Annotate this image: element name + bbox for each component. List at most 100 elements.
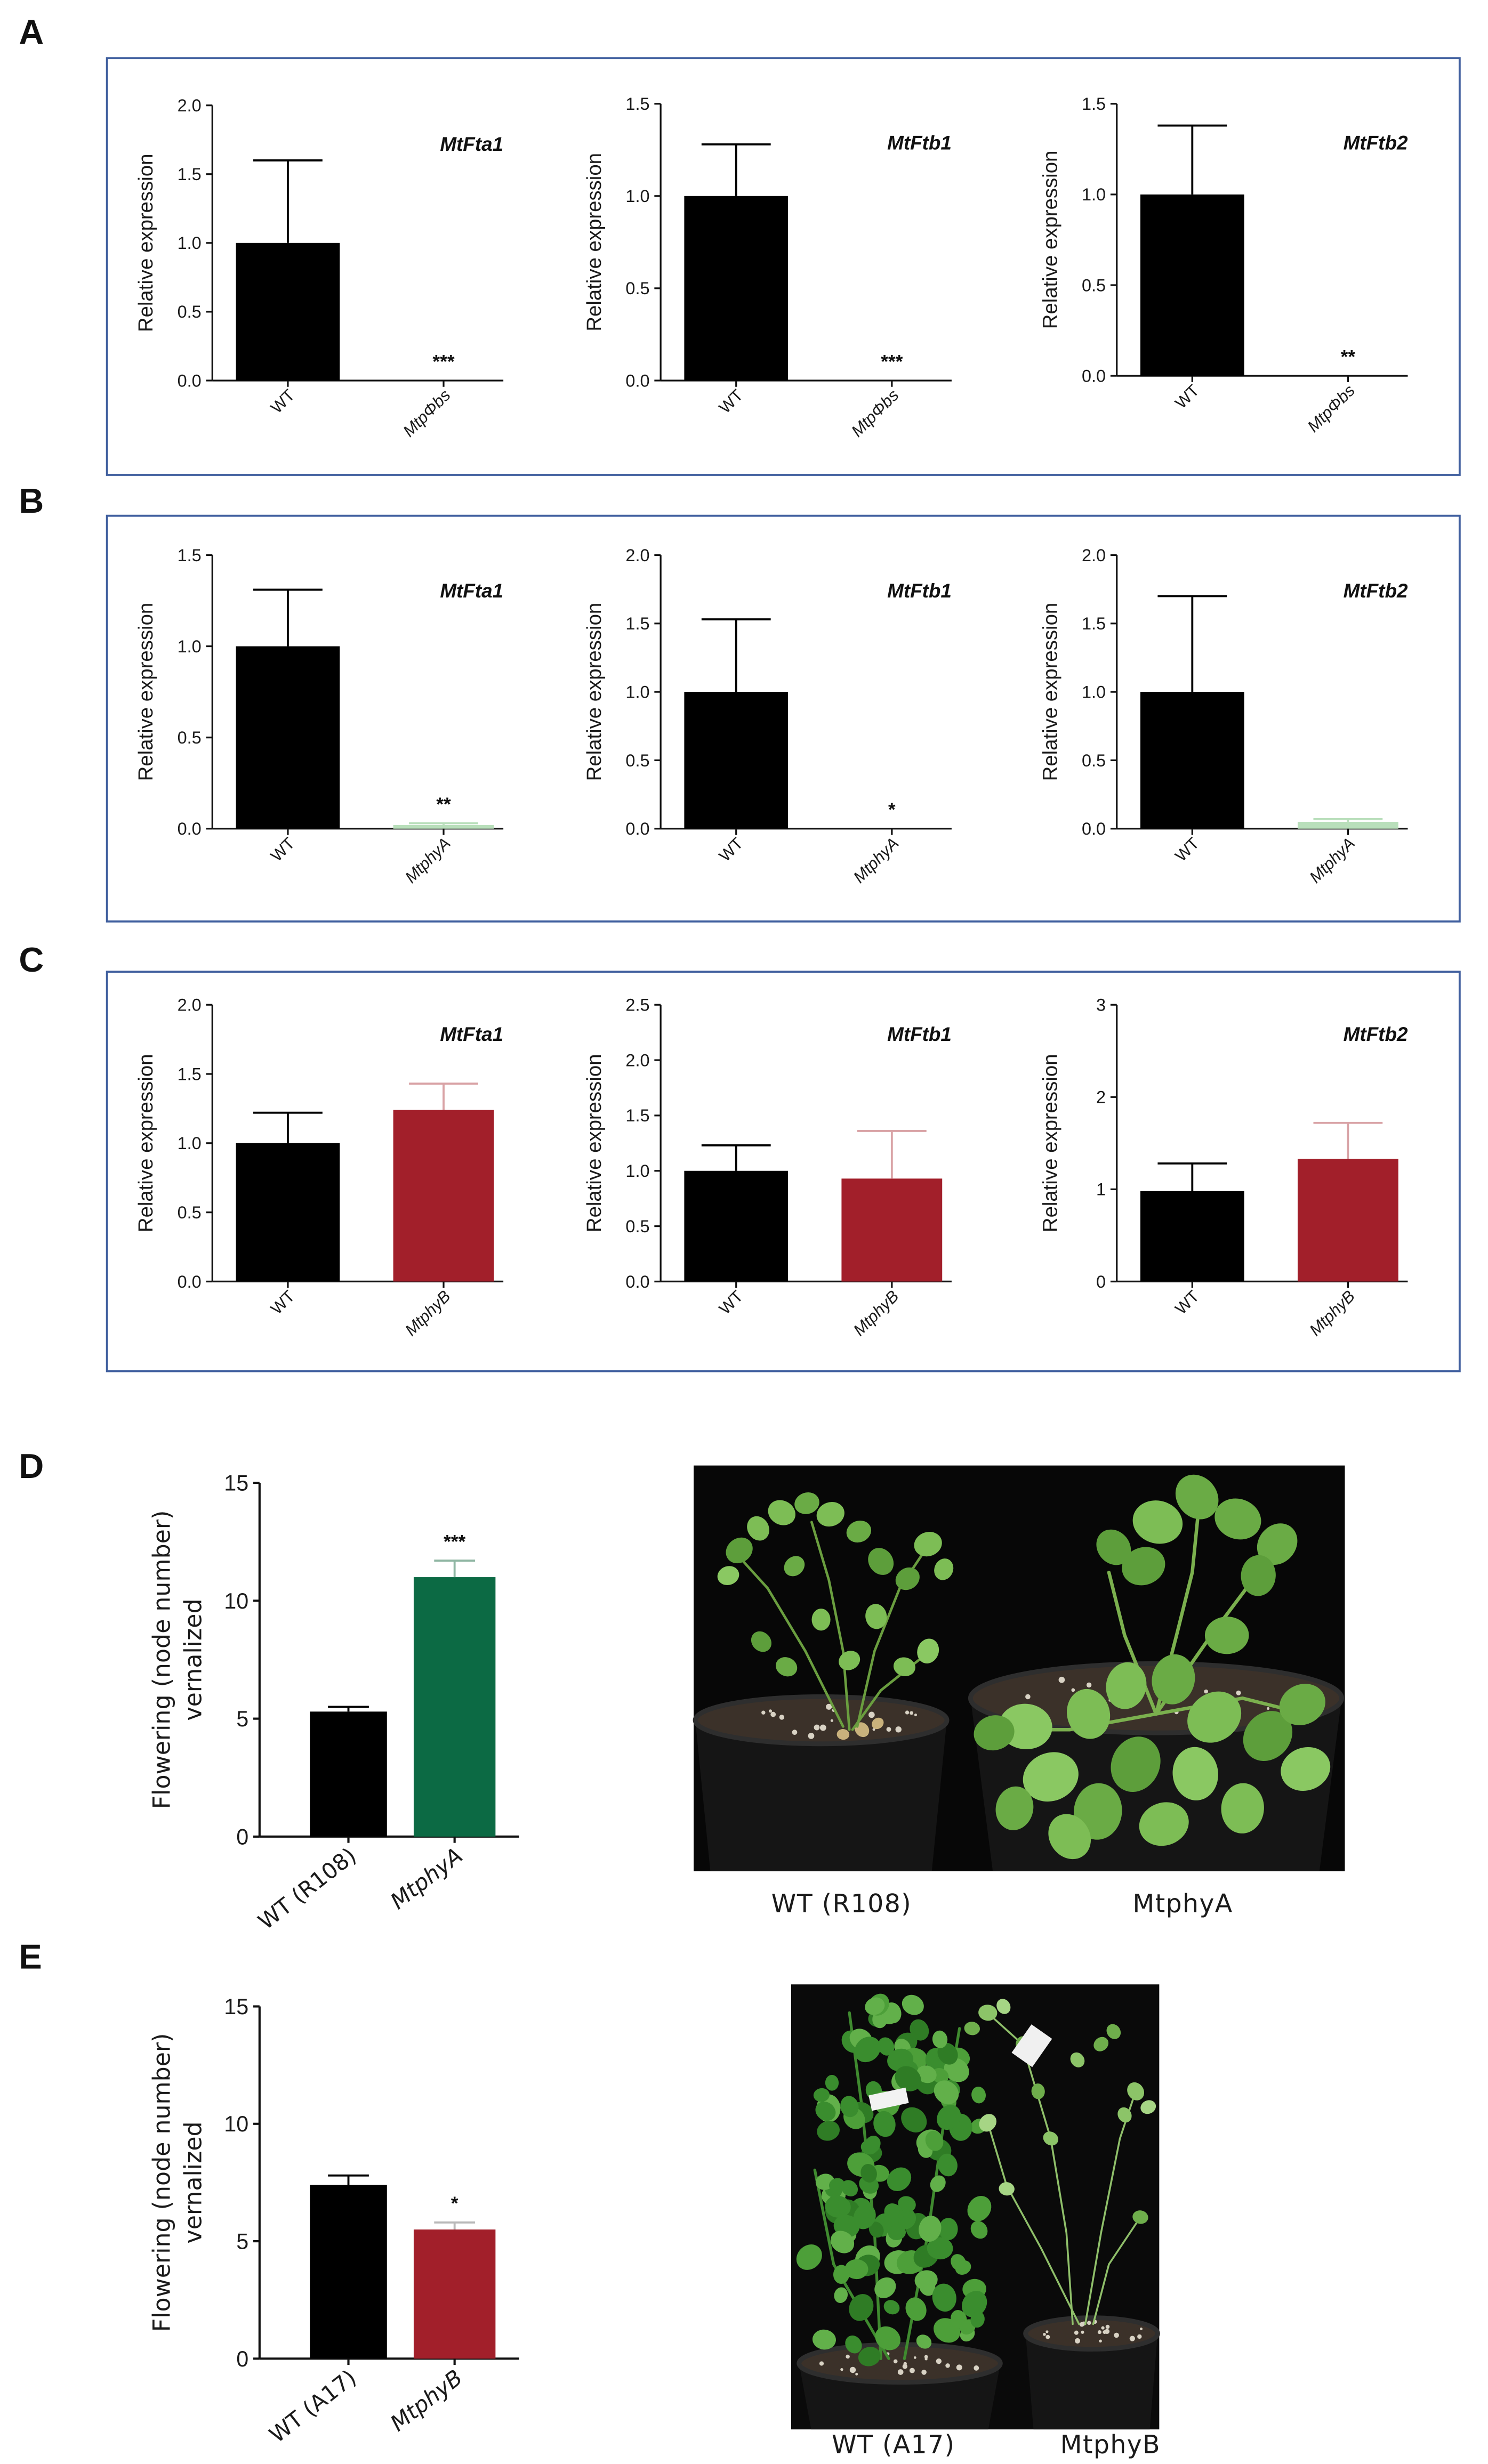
perlite (768, 1709, 773, 1713)
leaf (1127, 2082, 1145, 2101)
leaf (999, 2182, 1015, 2196)
y-tick-label: 0.5 (1082, 276, 1106, 295)
perlite (1074, 2330, 1079, 2335)
perlite (921, 2370, 927, 2375)
leaf (815, 2101, 836, 2121)
leaf (1139, 1802, 1189, 1846)
y-tick-label: 0.0 (625, 819, 649, 838)
leaf (1214, 1498, 1261, 1540)
leaf (1117, 2107, 1132, 2123)
perlite (779, 1715, 785, 1720)
y-tick-label: 0.5 (178, 728, 202, 747)
stem (813, 2168, 890, 2360)
photo-d-plants (693, 1474, 1345, 1871)
y-tick-label: 1.5 (178, 165, 202, 184)
y-tick-label: 2 (1096, 1088, 1106, 1107)
perlite (913, 2356, 916, 2359)
y-tick-label: 10 (224, 1589, 248, 1613)
leaf (967, 2196, 992, 2221)
perlite (903, 2362, 907, 2366)
perlite (1137, 2334, 1142, 2339)
panel-c-frame (106, 971, 1461, 1372)
bar-wt (1140, 692, 1244, 829)
panel-label-b: B (19, 481, 44, 520)
leaf (794, 1492, 819, 1514)
y-axis-label: Flowering (node number) (149, 1510, 176, 1809)
y-tick-label: 1 (1096, 1180, 1106, 1199)
photo-d-caption-wt: WT (R108) (771, 1889, 912, 1918)
perlite (1045, 2334, 1050, 2339)
significance-marker: *** (432, 351, 455, 372)
y-tick-label: 15 (224, 1994, 248, 2019)
leaf (839, 1651, 860, 1670)
gene-label: MtFtb2 (1344, 132, 1408, 154)
leaf (895, 2066, 921, 2091)
leaf (902, 1994, 924, 2015)
leaf (817, 2121, 840, 2141)
bar-wt (1140, 194, 1244, 376)
y-tick-label: 0.0 (178, 819, 202, 838)
stem (1092, 2216, 1141, 2325)
gene-label: MtFta1 (440, 1023, 503, 1045)
leaf (884, 2203, 904, 2223)
leaf (979, 2114, 997, 2132)
bar-wt-a17 (310, 2185, 387, 2359)
panel-label-a: A (19, 13, 44, 52)
perlite (1103, 2330, 1107, 2334)
y-tick-label: 0 (236, 2347, 248, 2371)
leaf (1096, 1529, 1131, 1565)
leaf (970, 2311, 985, 2328)
panel-label-e: E (19, 1937, 42, 1976)
panel-label-d: D (19, 1447, 44, 1485)
perlite (1043, 2332, 1046, 2336)
leaf (917, 1638, 939, 1663)
leaf (937, 2105, 961, 2130)
leaf (914, 2270, 938, 2290)
leaf (898, 2196, 916, 2212)
perlite (808, 1733, 815, 1739)
leaf (901, 2107, 927, 2132)
leaf (934, 1558, 954, 1580)
perlite (826, 1703, 832, 1710)
perlite (1071, 1688, 1075, 1692)
leaf (868, 2221, 884, 2238)
leaf (1111, 1736, 1161, 1792)
perlite (792, 1730, 798, 1735)
pot-wt-soil (799, 2344, 1001, 2382)
leaf (1043, 2131, 1059, 2146)
gene-label: MtFtb1 (887, 580, 952, 602)
gene-label: MtFtb1 (887, 132, 952, 154)
y-tick-label: 0 (236, 1824, 248, 1849)
panel-label-c: C (19, 940, 44, 979)
perlite (897, 2369, 904, 2375)
y-tick-label: 1.0 (625, 1161, 649, 1181)
pot-wt-rim (797, 2342, 1003, 2385)
perlite (945, 2363, 950, 2368)
perlite (914, 1713, 917, 1717)
stem (987, 2122, 1080, 2325)
leaf (905, 2297, 927, 2321)
leaf (840, 2096, 859, 2118)
bar-mtphyb (841, 1178, 943, 1282)
perlite (924, 2357, 928, 2361)
bar-wt (684, 196, 789, 381)
leaf (930, 2175, 946, 2192)
leaf (1204, 1617, 1249, 1654)
significance-marker: ** (1341, 346, 1356, 368)
leaf (825, 2195, 851, 2218)
perlite (830, 1719, 833, 1722)
perlite (1045, 2330, 1049, 2333)
significance-marker: * (451, 2193, 459, 2214)
photo-e (791, 1984, 1160, 2430)
y-tick-label: 1.5 (625, 1106, 649, 1125)
leaf (813, 2088, 830, 2102)
leaf (932, 2030, 948, 2048)
leaf (978, 2005, 998, 2021)
perlite (936, 2358, 942, 2364)
leaf (717, 1566, 739, 1585)
y-tick-label: 1.0 (178, 1134, 202, 1153)
y-tick-label: 10 (224, 2112, 248, 2136)
leaf (916, 2334, 932, 2349)
y-tick-label: 0.0 (1082, 819, 1106, 838)
